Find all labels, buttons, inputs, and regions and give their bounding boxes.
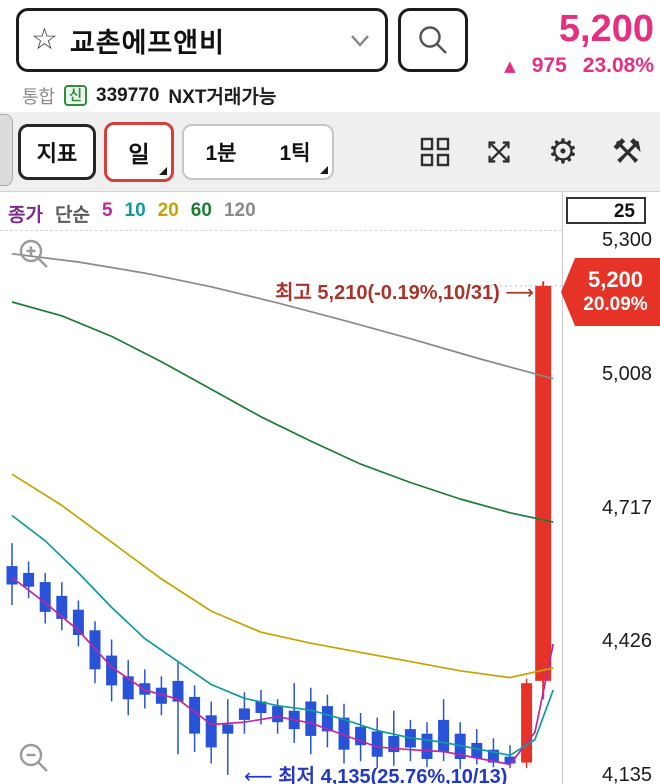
tag-percent: 20.09% — [583, 294, 648, 315]
current-price-tag: 5,200 20.09% — [561, 258, 660, 326]
period-group: 1분 1틱 — [182, 124, 334, 180]
change-percent: 23.08% — [582, 54, 654, 77]
gear-icon: ⚙ — [547, 132, 579, 172]
new-listing-badge: 신 — [64, 85, 88, 106]
stock-code: 339770 — [96, 84, 160, 106]
grid-icon — [420, 137, 450, 167]
chart-area: 종가 단순 5 10 20 60 120 25 5,300 5,008 4,717 4,426 4,… — [0, 192, 660, 784]
current-price: 5,200 — [558, 8, 654, 50]
bar-count-box: 25 — [566, 197, 646, 224]
legend-item: 20 — [157, 200, 179, 221]
indicator-button[interactable]: 지표 — [18, 124, 96, 180]
legend-item: 5 — [101, 200, 113, 221]
market-tab-label[interactable]: 통합 — [22, 86, 56, 107]
axis-tick-label: 4,426 — [601, 630, 652, 653]
favorite-star-icon[interactable]: ☆ — [31, 22, 58, 57]
up-arrow-icon: ▲ — [504, 57, 516, 75]
chevron-down-icon[interactable] — [347, 30, 373, 50]
low-annotation: ⟵ 최저 4,135(25.76%,10/13) — [244, 760, 507, 784]
stock-selector[interactable]: ☆ 교촌에프앤비 — [16, 8, 388, 72]
candlestick-chart[interactable] — [0, 192, 562, 784]
legend-item: 120 — [223, 200, 256, 221]
axis-tick-label: 5,300 — [601, 229, 652, 251]
period-1tick-button[interactable]: 1틱 — [258, 126, 332, 178]
drawer-handle[interactable] — [0, 114, 13, 186]
legend-item: 10 — [124, 200, 146, 221]
high-annotation: 최고 5,210(-0.19%,10/31) ⟶ — [275, 276, 534, 305]
settings-button[interactable]: ⚙ — [540, 128, 586, 176]
layout-grid-button[interactable] — [412, 128, 458, 176]
tools-icon: ⚒ — [611, 132, 643, 172]
period-1min-button[interactable]: 1분 — [184, 126, 258, 178]
arrow-left-icon: ⟵ — [244, 764, 273, 784]
legend-item: 단순 — [54, 205, 90, 226]
period-day-button[interactable]: 일 — [104, 122, 174, 182]
drawing-tools-button[interactable]: ⚒ — [604, 128, 650, 176]
low-annotation-text: 최저 4,135(25.76%,10/13) — [278, 766, 508, 784]
axis-tick-label: 4,135 — [601, 764, 652, 784]
tag-price: 5,200 — [587, 267, 644, 292]
legend-separator — [0, 230, 562, 231]
toolbar-icons: ⚙ ⚒ — [412, 128, 650, 176]
expand-arrows-icon — [488, 141, 510, 163]
stock-name: 교촌에프앤비 — [69, 27, 225, 58]
change-row: ▲ 975 23.08% — [404, 54, 654, 78]
zoom-out-icon — [19, 743, 48, 772]
legend-item: 60 — [190, 200, 212, 221]
search-icon — [419, 26, 447, 54]
arrow-right-icon: ⟶ — [505, 280, 534, 304]
market-info: NXT거래가능 — [168, 87, 277, 108]
axis-tick-label: 5,008 — [601, 363, 652, 386]
search-button[interactable] — [398, 8, 468, 72]
stock-meta-row: 통합 신 339770 NXT거래가능 — [22, 82, 276, 109]
zoom-in-icon — [19, 239, 48, 268]
zoom-out-button[interactable] — [16, 740, 54, 778]
chart-toolbar: 지표 일 1분 1틱 — [0, 112, 660, 192]
axis-tick-label: 4,717 — [601, 496, 652, 519]
header: ☆ 교촌에프앤비 통합 신 339770 NXT거래가능 5,200 ▲ 975… — [0, 0, 660, 112]
zoom-in-button[interactable] — [16, 236, 54, 274]
ma-legend: 종가 단순 5 10 20 60 120 — [8, 200, 256, 227]
high-annotation-text: 최고 5,210(-0.19%,10/31) — [275, 282, 500, 304]
fullscreen-button[interactable] — [476, 128, 522, 176]
price-block: 5,200 ▲ 975 23.08% — [404, 8, 654, 78]
change-value: 975 — [531, 54, 567, 77]
legend-item: 종가 — [8, 205, 43, 226]
